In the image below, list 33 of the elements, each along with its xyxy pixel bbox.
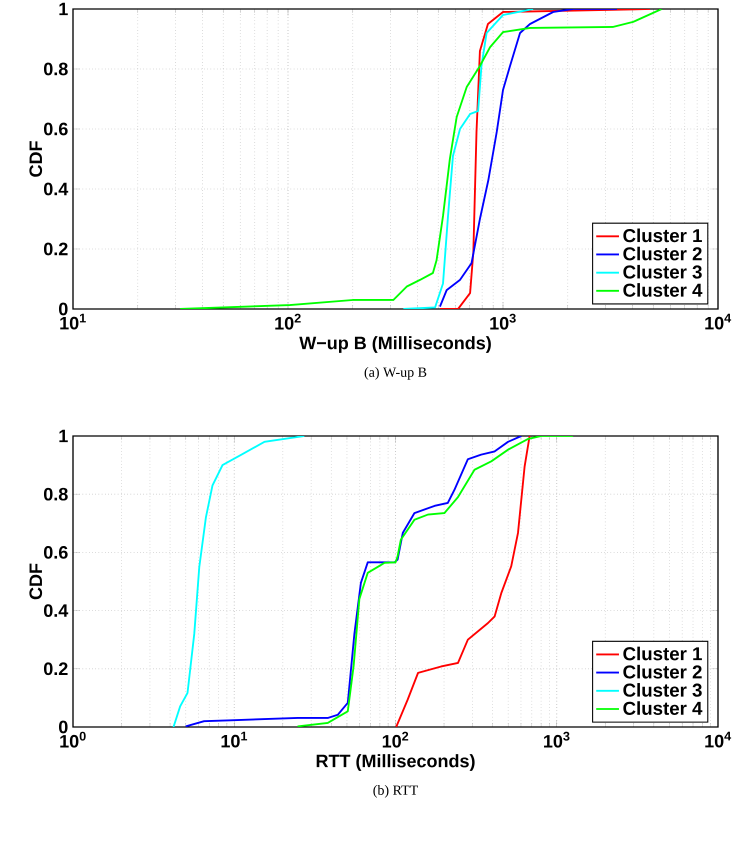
y-tick-label: 1 xyxy=(59,430,68,442)
legend-label: Cluster 2 xyxy=(623,246,702,260)
x-tick-label: 10$^{4}$ xyxy=(705,314,732,330)
legend-label: Cluster 4 xyxy=(623,701,702,715)
y-axis-title: CDF xyxy=(29,141,42,177)
y-tick-label: 0.4 xyxy=(44,604,68,617)
y-tick-label: 0 xyxy=(58,720,68,734)
y-tick-label: 0.8 xyxy=(44,488,68,501)
text: (a) W-up B xyxy=(364,367,426,380)
y-tick-label: 1 xyxy=(59,2,68,16)
legend-label: Cluster 1 xyxy=(623,228,702,242)
x-tick-label: 10$^{3}$ xyxy=(544,732,570,748)
y-tick-label: 0.6 xyxy=(44,122,68,136)
x-tick-label: 10$^{2}$ xyxy=(275,314,301,330)
x-axis-title: RTT (Milliseconds) xyxy=(316,754,475,771)
legend-label: Cluster 4 xyxy=(623,283,702,297)
legend-label: Cluster 2 xyxy=(623,664,702,679)
y-tick-label: 0.6 xyxy=(44,546,68,559)
x-tick-label: 10$^{1}$ xyxy=(222,732,248,748)
x-axis-title: W−up B (Milliseconds) xyxy=(299,336,491,353)
legend-label: Cluster 1 xyxy=(623,646,702,660)
x-tick-label: 10$^{3}$ xyxy=(490,314,516,330)
legend-label: Cluster 3 xyxy=(623,683,702,697)
y-tick-label: 0.2 xyxy=(44,242,68,256)
y-tick-label: 0 xyxy=(58,302,68,316)
y-tick-label: 0.4 xyxy=(44,182,68,196)
legend-label: Cluster 3 xyxy=(623,264,702,279)
x-tick-label: 10$^{4}$ xyxy=(705,732,732,748)
y-tick-label: 0.8 xyxy=(44,62,68,76)
x-tick-label: 10$^{2}$ xyxy=(382,732,408,748)
y-axis-title: CDF xyxy=(29,564,42,600)
text: (b) RTT xyxy=(373,785,418,798)
y-tick-label: 0.2 xyxy=(44,662,68,676)
